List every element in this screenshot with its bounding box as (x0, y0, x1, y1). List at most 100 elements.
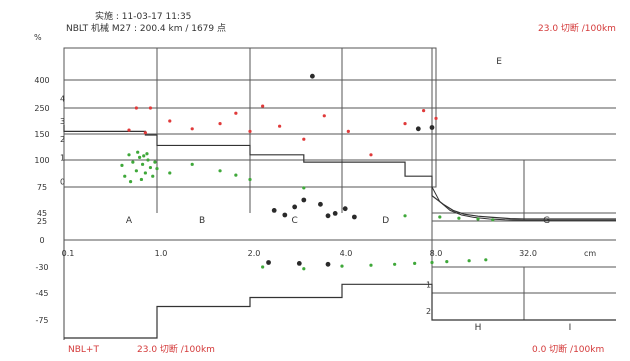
data-point (393, 262, 397, 266)
data-point (127, 153, 131, 157)
region-label: I (569, 323, 572, 333)
data-point (278, 124, 282, 128)
region-label: A (126, 216, 133, 226)
data-point (282, 212, 288, 218)
data-point (342, 206, 348, 212)
data-point (467, 259, 471, 263)
data-point (123, 174, 127, 178)
data-point (491, 218, 495, 222)
y-tick-label: 45 (37, 209, 47, 218)
region-label: B (199, 216, 205, 226)
data-point (234, 111, 238, 115)
lower-limit-curve (64, 283, 616, 339)
data-point (302, 267, 306, 271)
data-point (346, 129, 350, 133)
data-point (120, 163, 124, 167)
data-point (271, 208, 277, 213)
data-point (438, 215, 442, 219)
data-point (146, 158, 150, 162)
top-right-rate: 23.0 切断 /100km (538, 24, 616, 34)
data-point (302, 186, 306, 190)
grade-label: 1 (60, 153, 65, 162)
y-tick-label: 250 (34, 104, 49, 113)
data-point (138, 155, 142, 159)
data-point (128, 180, 133, 184)
grade-label: 2 (426, 307, 431, 316)
data-point (134, 169, 138, 173)
data-point (325, 213, 331, 219)
x-tick-label: 8.0 (430, 249, 443, 258)
data-point (403, 214, 407, 218)
y-tick-label: 25 (37, 217, 47, 226)
data-point (148, 165, 153, 170)
y-tick-label: 0 (39, 236, 44, 245)
data-point (430, 260, 434, 265)
data-point (153, 160, 157, 164)
y-tick-label: 150 (34, 130, 49, 139)
data-point (190, 162, 194, 166)
data-point (136, 150, 140, 154)
data-point (131, 160, 135, 164)
y-tick-label: 100 (34, 156, 49, 165)
data-point (248, 129, 252, 133)
data-point (266, 260, 271, 265)
data-point (309, 73, 315, 79)
region-label: H (475, 323, 482, 333)
data-point (168, 171, 172, 175)
data-point (292, 204, 298, 210)
data-point (445, 260, 449, 264)
footer-right-rate: 0.0 切断 /100km (532, 345, 605, 355)
data-point (325, 261, 331, 267)
data-point (434, 116, 438, 120)
data-point (332, 211, 338, 216)
data-point (369, 263, 373, 267)
data-point (148, 106, 153, 110)
header-timestamp: 实施 : 11-03-17 11:35 (95, 12, 192, 22)
region-label: D (382, 216, 389, 226)
data-point (151, 174, 155, 178)
data-point (318, 201, 323, 207)
x-tick-label: 32.0 (519, 249, 537, 258)
data-point (322, 114, 326, 118)
x-axis-unit: cm (584, 249, 596, 258)
grade-label: 3 (60, 117, 65, 126)
y-tick-label: -75 (35, 316, 48, 325)
data-point (143, 171, 147, 175)
y-tick-label: -30 (35, 263, 48, 272)
data-point (134, 106, 138, 110)
data-point (142, 154, 146, 158)
data-point (145, 152, 149, 156)
grade-label: 2 (60, 135, 65, 144)
data-point (403, 122, 407, 126)
data-point (422, 109, 426, 113)
grade-label: 0 (60, 178, 65, 187)
grade-label: 1 (426, 280, 431, 289)
x-tick-label: 4.0 (340, 249, 353, 258)
region-label: C (292, 216, 298, 226)
data-point (139, 177, 144, 182)
data-point (234, 173, 238, 177)
region-label: G (543, 216, 550, 226)
data-point (261, 104, 265, 108)
y-tick-label: 400 (34, 76, 49, 85)
y-tick-label: -45 (35, 289, 48, 298)
data-point (415, 126, 421, 132)
data-point (476, 217, 480, 221)
data-point (218, 122, 222, 126)
data-point (218, 169, 222, 173)
footer-series-label: NBL+T (68, 345, 99, 355)
data-point (261, 265, 265, 269)
upper-limit-curve-inner (431, 186, 616, 221)
x-tick-label: 2.0 (248, 249, 261, 258)
data-point (429, 125, 435, 130)
data-point (127, 128, 131, 132)
y-axis-label: % (34, 33, 42, 42)
data-point (248, 177, 252, 182)
data-point (484, 258, 488, 262)
data-point (351, 214, 357, 220)
data-point (143, 131, 147, 135)
data-point (302, 137, 306, 141)
grade-label: 4 (60, 95, 65, 104)
